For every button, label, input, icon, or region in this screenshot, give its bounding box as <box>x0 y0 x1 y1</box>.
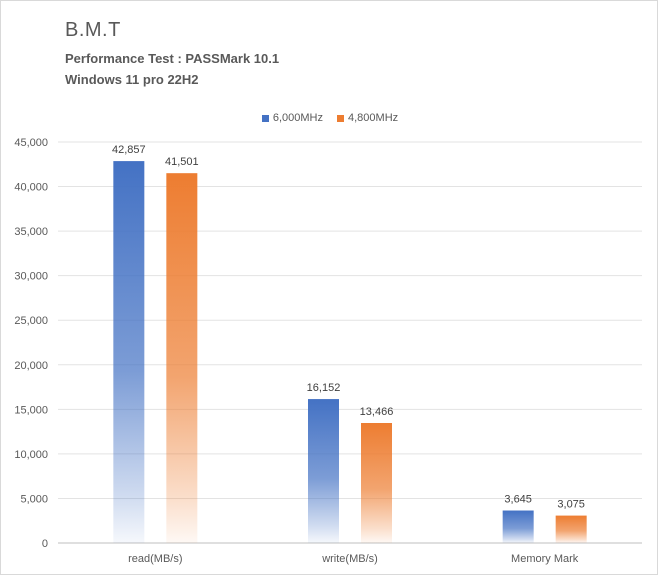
x-tick-label: write(MB/s) <box>321 553 378 565</box>
x-tick-label: Memory Mark <box>511 553 579 565</box>
data-label: 42,857 <box>112 144 146 156</box>
x-tick-label: read(MB/s) <box>128 553 182 565</box>
y-tick-label: 0 <box>42 538 48 550</box>
y-tick-label: 30,000 <box>14 271 48 283</box>
y-tick-label: 10,000 <box>14 449 48 461</box>
chart-title: B.M.T <box>65 19 121 41</box>
data-label: 41,501 <box>165 156 199 168</box>
chart-legend: 6,000MHz 4,800MHz <box>1 112 658 124</box>
legend-swatch-series-2 <box>337 114 344 122</box>
legend-label-series-2: 4,800MHz <box>348 112 399 124</box>
data-label: 3,075 <box>557 499 585 511</box>
y-tick-label: 20,000 <box>14 360 48 372</box>
bar <box>308 399 339 543</box>
legend-item-series-1: 6,000MHz <box>261 112 323 124</box>
y-tick-label: 35,000 <box>14 226 48 238</box>
bar <box>361 423 392 543</box>
legend-swatch-series-1 <box>261 114 269 122</box>
legend-item-series-2: 4,800MHz <box>337 112 398 124</box>
chart-subtitle-1: Performance Test : PASSMark 10.1 <box>65 51 280 66</box>
y-tick-label: 40,000 <box>14 182 48 194</box>
bar <box>555 515 587 543</box>
data-label: 3,645 <box>504 494 532 506</box>
y-tick-label: 5,000 <box>20 493 48 505</box>
chart-subtitle-2: Windows 11 pro 22H2 <box>65 72 199 87</box>
data-label: 16,152 <box>307 382 341 394</box>
y-tick-label: 15,000 <box>14 404 48 416</box>
y-tick-label: 45,000 <box>14 137 48 149</box>
data-label: 13,466 <box>360 406 394 418</box>
bar <box>502 510 534 543</box>
bar <box>113 161 145 544</box>
bar <box>166 173 198 543</box>
y-tick-label: 25,000 <box>14 315 48 327</box>
legend-label-series-1: 6,000MHz <box>272 112 323 124</box>
